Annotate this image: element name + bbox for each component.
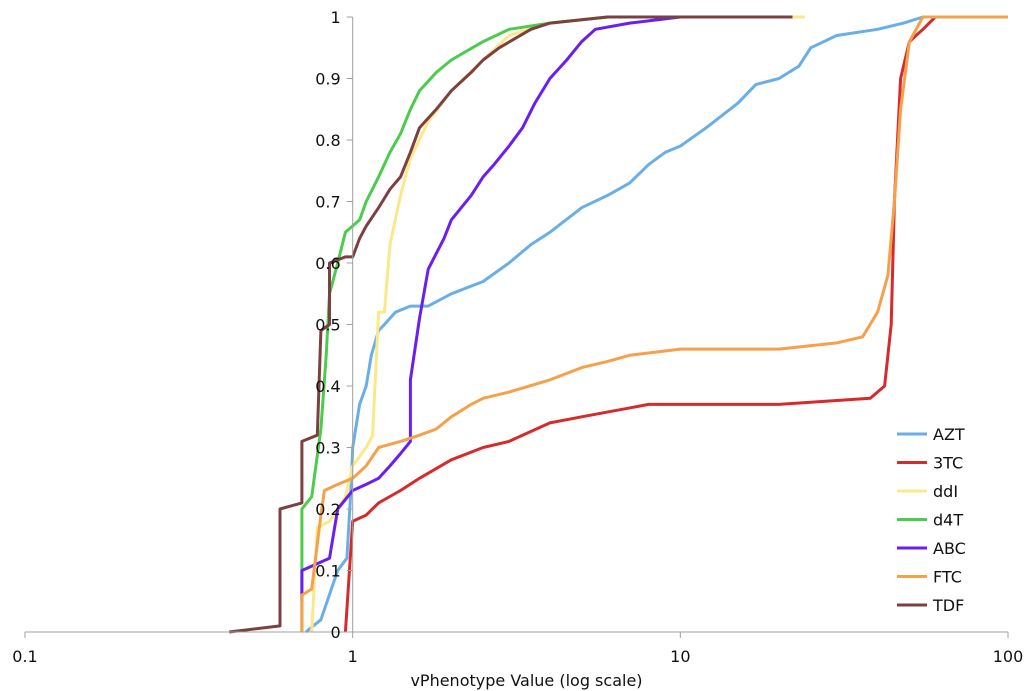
series-line-tdf	[229, 15, 793, 634]
y-tick-label: 0.2	[315, 500, 340, 519]
series-line-ftc	[300, 15, 1008, 632]
legend-label: AZT	[933, 425, 965, 444]
x-tick-label: 0.1	[12, 647, 37, 666]
y-tick-label: 0.8	[315, 131, 340, 150]
legend: AZT 3TC ddI d4T ABC FTC TDF	[897, 425, 966, 615]
y-tick-label: 0.7	[315, 193, 340, 212]
y-tick-label: 0.6	[315, 254, 340, 273]
legend-label: ABC	[933, 539, 966, 558]
legend-label: 3TC	[933, 454, 963, 473]
series-line-abc	[300, 15, 793, 602]
y-tick-label: 0	[330, 623, 340, 642]
y-tick-label: 1	[330, 8, 340, 27]
y-axis-ticks: 0 0.1 0.2 0.3 0.4 0.5 0.6 0.7 0.8 0.9 1	[315, 8, 353, 642]
x-tick-label: 100	[993, 647, 1024, 666]
y-tick-label: 0.4	[315, 377, 340, 396]
x-axis-title: vPhenotype Value (log scale)	[410, 671, 642, 690]
series-line-d4t	[300, 15, 793, 632]
plot-lines	[229, 15, 1008, 634]
series-line-3tc	[343, 15, 1008, 633]
legend-label: FTC	[933, 568, 962, 587]
series-line-azt	[304, 15, 1008, 634]
y-tick-label: 0.1	[315, 562, 340, 581]
axes	[25, 17, 1008, 633]
legend-label: TDF	[932, 596, 964, 615]
legend-label: d4T	[933, 511, 963, 530]
x-tick-label: 10	[670, 647, 690, 666]
y-tick-label: 0.3	[315, 439, 340, 458]
y-tick-label: 0.5	[315, 316, 340, 335]
legend-label: ddI	[933, 482, 958, 501]
y-tick-label: 0.9	[315, 70, 340, 89]
series-line-ddi	[310, 15, 805, 633]
x-tick-label: 1	[348, 647, 358, 666]
x-axis-ticks: 0.1 1 10 100	[12, 632, 1023, 666]
